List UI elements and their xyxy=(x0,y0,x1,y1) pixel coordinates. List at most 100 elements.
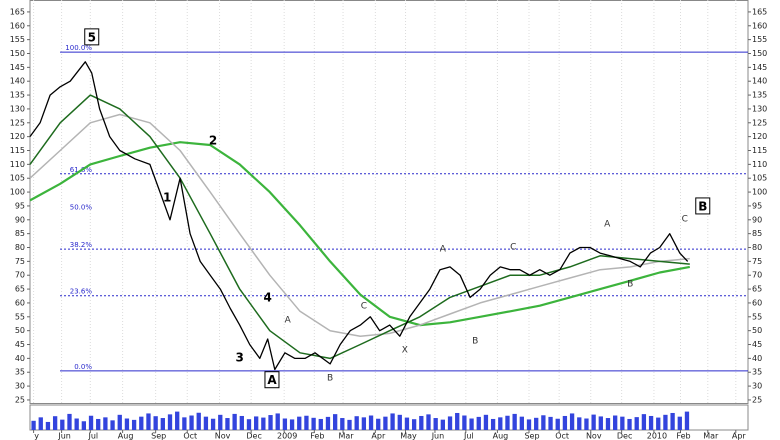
y-tick-label-right: 65 xyxy=(752,285,762,294)
volume-bar xyxy=(52,416,58,430)
y-tick-label: 40 xyxy=(15,354,25,363)
x-tick-label: Aug xyxy=(118,432,134,440)
y-tick-label: 155 xyxy=(10,35,25,44)
volume-bar xyxy=(541,415,546,430)
volume-bar xyxy=(332,414,338,430)
y-tick-label: 105 xyxy=(10,174,25,183)
y-tick-label-right: 125 xyxy=(752,118,767,127)
x-tick-label: Sep xyxy=(151,432,166,440)
y-tick-label: 25 xyxy=(15,395,25,404)
volume-bar xyxy=(160,418,165,430)
fib-label: 38.2% xyxy=(70,241,93,249)
x-tick-label: Feb xyxy=(676,432,690,440)
x-tick-label: 2009 xyxy=(277,432,297,440)
x-tick-label: Jun xyxy=(431,432,445,440)
x-tick-label: Jul xyxy=(87,432,98,440)
volume-bar xyxy=(282,418,288,430)
annotation: B xyxy=(698,199,707,213)
y-tick-label: 80 xyxy=(15,243,25,252)
volume-bar xyxy=(311,417,316,430)
y-tick-label-right: 95 xyxy=(752,201,762,210)
x-tick-label: Oct xyxy=(183,432,197,440)
y-tick-label: 95 xyxy=(15,201,25,210)
y-tick-label: 135 xyxy=(10,91,25,100)
y-tick-label-right: 75 xyxy=(752,257,762,266)
volume-bar xyxy=(210,418,216,430)
volume-bar xyxy=(60,419,65,430)
volume-bar xyxy=(31,420,36,430)
y-tick-label-right: 130 xyxy=(752,104,767,113)
annotation: 1 xyxy=(163,190,171,204)
volume-bar xyxy=(325,416,331,430)
volume-bar xyxy=(534,417,539,430)
x-tick-label: Dec xyxy=(246,432,261,440)
volume-bar xyxy=(304,415,309,430)
y-tick-label-right: 35 xyxy=(752,368,762,377)
x-tick-label: Nov xyxy=(586,432,602,440)
volume-bar xyxy=(124,418,130,430)
annotation: 2 xyxy=(209,133,217,147)
volume-bar xyxy=(354,416,359,430)
volume-bar xyxy=(275,413,280,430)
volume-bar xyxy=(591,414,596,430)
y-tick-label: 150 xyxy=(10,49,25,58)
annotation-box xyxy=(84,28,100,46)
volume-bar xyxy=(131,419,137,430)
annotation: A xyxy=(440,244,447,254)
x-tick-label: Oct xyxy=(555,432,569,440)
volume-bar xyxy=(340,418,345,430)
volume-bar xyxy=(562,415,568,430)
y-tick-label: 35 xyxy=(15,368,25,377)
volume-bar xyxy=(218,414,223,430)
volume-bar xyxy=(110,420,115,430)
volume-bar xyxy=(225,418,230,430)
y-tick-label-right: 30 xyxy=(752,382,762,391)
volume-bar xyxy=(404,417,410,430)
volume-bar xyxy=(347,419,352,430)
x-tick-label: Sep xyxy=(524,432,539,440)
y-tick-label: 70 xyxy=(15,271,25,280)
series-line xyxy=(29,113,690,337)
volume-bar xyxy=(620,416,625,430)
volume-bar xyxy=(117,414,122,430)
volume-bar xyxy=(81,421,87,430)
series-line xyxy=(29,61,689,371)
volume-bar xyxy=(67,413,72,430)
volume-bar xyxy=(74,418,79,430)
annotation: B xyxy=(472,336,478,346)
volume-bar xyxy=(411,419,417,430)
annotation: C xyxy=(361,301,367,311)
fib-label: 0.0% xyxy=(74,363,92,371)
annotation: 3 xyxy=(235,350,243,364)
volume-bar xyxy=(297,416,302,430)
volume-bar xyxy=(641,414,647,430)
annotation-box xyxy=(695,197,711,215)
y-tick-label: 165 xyxy=(10,7,25,16)
volume-frame xyxy=(29,404,749,431)
volume-bar xyxy=(383,416,388,430)
volume-bar xyxy=(634,417,639,430)
volume-bar xyxy=(232,413,237,430)
y-tick-label-right: 85 xyxy=(752,229,762,238)
x-tick-label: Feb xyxy=(310,432,324,440)
annotation: A xyxy=(285,316,292,326)
volume-bar xyxy=(318,418,323,430)
volume-bar xyxy=(613,415,618,430)
x-tick-label: Mar xyxy=(339,432,355,440)
volume-bar xyxy=(656,417,661,430)
volume-bar xyxy=(196,412,201,430)
volume-bar xyxy=(189,415,194,430)
y-tick-label-right: 105 xyxy=(752,174,767,183)
annotation: C xyxy=(682,214,688,224)
annotation: A xyxy=(267,373,277,387)
plot-frame xyxy=(29,0,749,404)
y-tick-label-right: 100 xyxy=(752,188,767,197)
y-tick-label-right: 50 xyxy=(752,326,762,335)
volume-bar xyxy=(361,417,367,430)
volume-bar xyxy=(483,414,489,430)
annotation-box xyxy=(264,371,280,389)
volume-bar xyxy=(268,415,273,430)
volume-bar xyxy=(505,415,510,430)
